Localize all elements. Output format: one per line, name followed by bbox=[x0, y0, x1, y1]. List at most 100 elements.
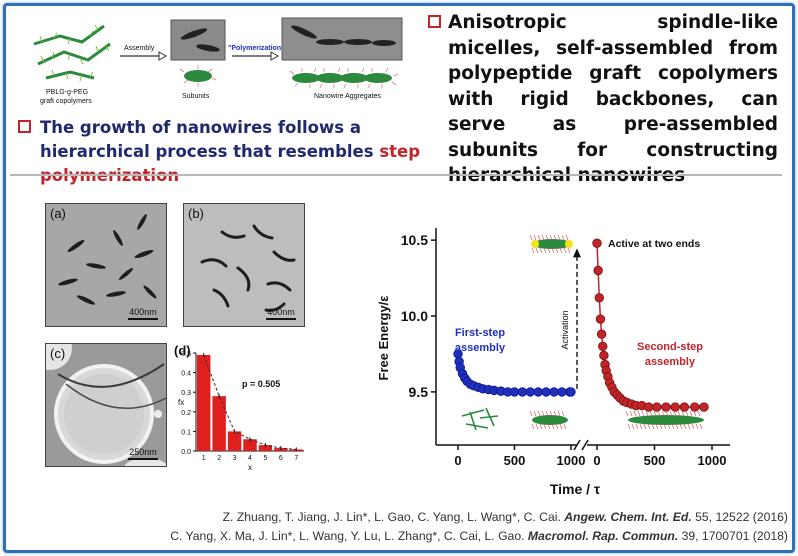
headline-left-text: The growth of nanowires follows a hierar… bbox=[40, 118, 380, 161]
chain-segment bbox=[485, 407, 495, 427]
graft-copolymer-illustration bbox=[33, 24, 111, 82]
snapshot-corona bbox=[529, 234, 533, 241]
snapshot-corona bbox=[531, 247, 535, 254]
reference-1-details: 55, 12522 (2016) bbox=[691, 510, 788, 524]
scale-bar-b: 400nm bbox=[266, 307, 296, 320]
panel-label-a: (a) bbox=[50, 206, 66, 221]
snapshot-corona bbox=[539, 423, 543, 430]
snapshot-corona bbox=[671, 423, 675, 430]
snapshot-corona bbox=[651, 423, 655, 430]
snapshot-corona bbox=[679, 423, 683, 430]
free-energy-chart: 9.5 10.0 10.5 0 500 1000 0 500 1000 Time / τ Free … bbox=[376, 228, 730, 497]
snapshot-corona bbox=[561, 410, 565, 417]
hist-y-tick-label: 0.0 bbox=[181, 449, 191, 456]
snapshot-corona bbox=[657, 410, 661, 417]
scale-label-a: 400nm bbox=[129, 307, 157, 317]
second-step-point bbox=[661, 402, 671, 412]
x-tick-label: 1000 bbox=[698, 453, 727, 468]
snapshot-corona bbox=[539, 247, 543, 254]
assembly-schematic: PBLG-g-PEG graft copolymers Assembly Sub… bbox=[33, 17, 403, 105]
first-step-point bbox=[557, 387, 567, 397]
section-divider bbox=[10, 174, 782, 176]
hist-x-tick-label: 6 bbox=[279, 455, 283, 462]
snapshot-active-end bbox=[531, 240, 539, 248]
chain-segment bbox=[461, 409, 485, 417]
scale-bar-a: 400nm bbox=[128, 307, 158, 320]
snapshot-corona bbox=[661, 410, 665, 417]
references: Z. Zhuang, T. Jiang, J. Lin*, L. Gao, C.… bbox=[168, 508, 788, 546]
y-tick-label: 9.5 bbox=[409, 384, 429, 400]
second-step-point bbox=[595, 314, 606, 324]
panel-b-micelles bbox=[200, 224, 296, 312]
active-ends-label: Active at two ends bbox=[608, 238, 700, 250]
hist-y-tick-label: 0.1 bbox=[181, 429, 191, 436]
y-tick-label: 10.0 bbox=[401, 308, 428, 324]
hist-y-tick-label: 0.2 bbox=[181, 410, 191, 417]
second-step-point bbox=[679, 402, 690, 412]
snapshot-corona bbox=[535, 423, 539, 430]
snapshot-corona bbox=[633, 410, 637, 417]
snapshot-corona bbox=[551, 247, 555, 254]
snapshot-core bbox=[532, 239, 572, 249]
bullet-left bbox=[18, 120, 31, 133]
snapshot-corona bbox=[665, 410, 669, 417]
assembly-label: Assembly bbox=[124, 45, 155, 52]
second-step-point bbox=[593, 265, 603, 276]
second-step-label: assembly bbox=[645, 356, 696, 368]
snapshot-corona bbox=[545, 234, 549, 241]
snapshot-corona bbox=[659, 423, 663, 430]
first-step-point bbox=[517, 387, 528, 397]
activated-micelle-snapshot bbox=[529, 234, 573, 254]
snapshot-corona bbox=[547, 423, 551, 430]
snapshot-corona bbox=[559, 423, 563, 430]
snapshot-corona bbox=[697, 410, 701, 417]
second-step-point bbox=[644, 402, 654, 412]
hist-x-tick-label: 4 bbox=[248, 455, 252, 462]
snapshot-corona bbox=[547, 247, 551, 254]
y-axis-label: Free Energy/ε bbox=[376, 296, 391, 381]
snapshot-corona bbox=[677, 410, 681, 417]
snapshot-corona bbox=[699, 423, 703, 430]
nanowire-snapshot bbox=[625, 410, 704, 430]
snapshot-corona bbox=[551, 423, 555, 430]
hist-bar bbox=[243, 439, 257, 451]
snapshot-corona bbox=[533, 234, 537, 241]
snapshot-corona bbox=[533, 410, 537, 417]
second-step-label: Second-step bbox=[637, 341, 703, 353]
scale-bar-c: 250nm bbox=[128, 447, 158, 460]
x-tick-label: 500 bbox=[504, 453, 526, 468]
nanowire-tem-inset bbox=[281, 17, 403, 61]
panel-label-c: (c) bbox=[50, 346, 66, 361]
x-tick-label: 0 bbox=[454, 453, 461, 468]
snapshot-corona bbox=[561, 234, 565, 241]
snapshot-corona bbox=[535, 247, 539, 254]
snapshot-corona bbox=[669, 410, 673, 417]
tem-panel-a: (a) 400nm bbox=[45, 203, 167, 327]
second-step-point bbox=[699, 402, 709, 412]
snapshot-corona bbox=[559, 247, 563, 254]
x-tick-label: 1000 bbox=[557, 453, 586, 468]
aggregates-label: Nanowire Aggregates bbox=[314, 93, 381, 100]
x-axis-label: Time / τ bbox=[550, 481, 601, 497]
snapshot-core bbox=[532, 415, 568, 425]
hist-x-tick-label: 3 bbox=[233, 455, 237, 462]
first-step-point bbox=[566, 387, 576, 397]
snapshot-corona bbox=[689, 410, 693, 417]
snapshot-corona bbox=[627, 423, 631, 430]
sem-panel-c: (c) 250nm bbox=[45, 343, 167, 467]
snapshot-corona bbox=[543, 423, 547, 430]
reference-2-details: 39, 1700701 (2018) bbox=[678, 529, 788, 543]
snapshot-corona bbox=[537, 410, 541, 417]
activation-label: Activation bbox=[560, 310, 570, 349]
snapshot-corona bbox=[675, 423, 679, 430]
hist-x-tick-label: 2 bbox=[217, 455, 221, 462]
scale-label-c: 250nm bbox=[129, 447, 157, 457]
snapshot-corona bbox=[555, 423, 559, 430]
polymerization-label: "Polymerization" bbox=[228, 45, 284, 52]
snapshot-corona bbox=[647, 423, 651, 430]
first-step-point bbox=[541, 387, 551, 397]
first-step-point bbox=[549, 387, 559, 397]
hist-y-tick-label: 0.3 bbox=[181, 390, 191, 397]
snapshot-corona bbox=[529, 410, 533, 417]
snapshot-corona bbox=[653, 410, 657, 417]
